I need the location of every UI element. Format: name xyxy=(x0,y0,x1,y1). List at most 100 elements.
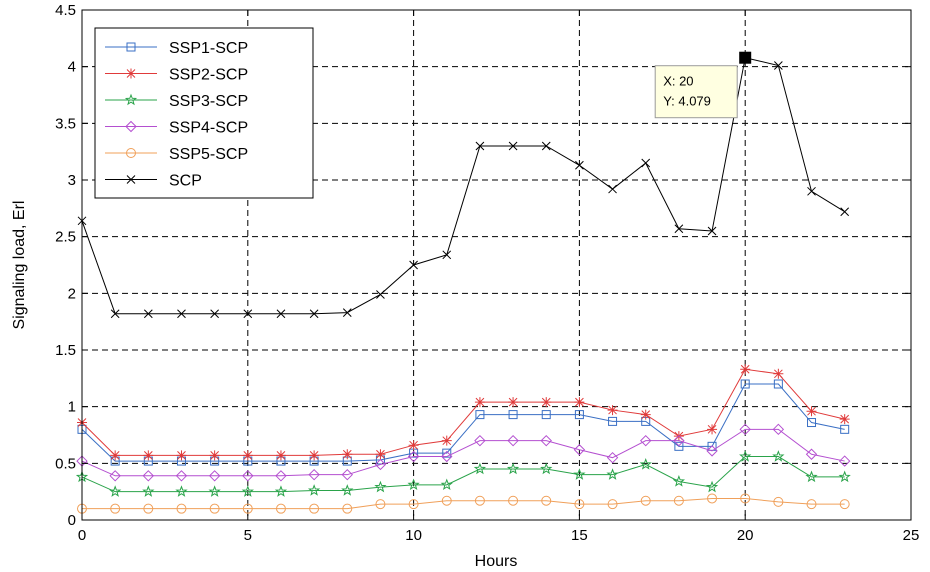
data-point-scp xyxy=(707,226,717,236)
y-tick-label: 3.5 xyxy=(55,115,76,132)
data-point-ssp4-scp xyxy=(706,445,718,457)
data-point-ssp4-scp xyxy=(208,470,221,482)
data-point-ssp3-scp xyxy=(341,484,354,496)
data-point-ssp3-scp xyxy=(374,480,387,493)
legend-label-scp: SCP xyxy=(169,173,202,190)
data-point-ssp3-scp xyxy=(407,478,420,491)
data-point-ssp2-scp xyxy=(806,406,817,417)
data-point-ssp3-scp xyxy=(175,485,188,497)
x-tick-label: 5 xyxy=(244,527,252,544)
data-point-ssp2-scp xyxy=(242,450,253,461)
series-scp xyxy=(77,53,850,319)
data-point-ssp5-scp xyxy=(242,503,253,514)
data-point-ssp3-scp xyxy=(838,470,851,483)
data-point-scp xyxy=(309,309,319,319)
data-point-ssp5-scp xyxy=(740,493,751,504)
data-point-ssp4-scp xyxy=(109,470,121,482)
data-point-ssp5-scp xyxy=(309,503,320,514)
data-point-ssp4-scp xyxy=(441,450,453,463)
x-axis-title: Hours xyxy=(475,553,518,570)
legend-item-ssp2-scp: SSP2-SCP xyxy=(105,67,248,84)
series-line-ssp2-scp xyxy=(81,368,845,456)
data-point-ssp4-scp xyxy=(805,448,818,460)
legend: SSP1-SCP SSP2-SCP SSP3-SCP SSP4-SCP SSP5-SCP… xyxy=(94,27,314,199)
legend-marker-scp xyxy=(126,175,136,184)
data-point-scp xyxy=(376,290,385,299)
y-axis-title: Signaling load, Erl xyxy=(11,201,28,330)
data-point-scp xyxy=(774,61,783,70)
series-line-ssp5-scp xyxy=(82,497,845,510)
data-point-ssp4-scp xyxy=(275,470,287,482)
data-point-scp xyxy=(110,309,120,319)
data-point-scp xyxy=(840,207,850,217)
data-point-ssp3-scp xyxy=(440,478,453,491)
data-point-ssp4-scp xyxy=(341,468,353,481)
legend-marker-ssp2-scp xyxy=(126,68,136,79)
series-line-ssp3-scp xyxy=(81,456,845,493)
legend-marker-ssp1-scp xyxy=(126,42,136,52)
data-point-ssp5-scp xyxy=(541,495,552,506)
data-point-scp xyxy=(475,141,485,151)
data-point-ssp2-scp xyxy=(607,405,618,416)
data-point-ssp4-scp xyxy=(175,470,188,482)
data-point-ssp5-scp xyxy=(640,495,651,506)
x-tick-label: 15 xyxy=(571,527,588,544)
data-point-ssp2-scp xyxy=(773,368,784,379)
data-point-ssp2-scp xyxy=(176,450,187,461)
data-point-ssp3-scp xyxy=(506,462,520,475)
data-point-ssp3-scp xyxy=(241,485,254,497)
data-point-scp xyxy=(409,260,418,270)
data-point-ssp2-scp xyxy=(574,397,585,408)
data-point-ssp4-scp xyxy=(838,455,851,467)
data-point-ssp5-scp xyxy=(408,499,419,510)
data-point-ssp2-scp xyxy=(342,449,353,460)
data-point-ssp1-scp xyxy=(574,410,584,420)
data-point-ssp5-scp xyxy=(209,503,220,514)
data-point-ssp4-scp xyxy=(474,434,486,447)
data-point-ssp5-scp xyxy=(574,499,585,510)
legend-item-ssp3-scp: SSP3-SCP xyxy=(105,93,248,110)
data-point-ssp2-scp xyxy=(275,450,286,461)
data-point-ssp2-scp xyxy=(839,414,850,425)
y-tick-label: 0.5 xyxy=(55,455,76,472)
data-point-ssp5-scp xyxy=(441,495,452,506)
legend-item-ssp5-scp: SSP5-SCP xyxy=(105,146,248,163)
data-point-ssp4-scp xyxy=(142,470,155,482)
data-point-ssp4-scp xyxy=(407,450,420,463)
data-point-ssp2-scp xyxy=(707,424,718,435)
data-point-ssp5-scp xyxy=(176,503,187,514)
data-point-ssp2-scp xyxy=(441,435,452,446)
data-point-ssp2-scp xyxy=(541,397,552,408)
data-point-ssp4-scp xyxy=(242,470,254,482)
data-point-ssp2-scp xyxy=(309,450,320,461)
data-point-ssp2-scp xyxy=(143,450,154,461)
data-point-ssp2-scp xyxy=(740,364,751,375)
data-point-ssp4-scp xyxy=(606,451,619,464)
legend-marker-ssp3-scp xyxy=(124,93,138,106)
data-point-ssp3-scp xyxy=(142,485,155,497)
legend-item-ssp1-scp: SSP1-SCP xyxy=(105,40,248,57)
series-ssp3-scp xyxy=(75,450,851,497)
series-layer xyxy=(75,53,851,514)
data-point-scp xyxy=(641,158,651,168)
data-point-ssp5-scp xyxy=(508,495,519,506)
legend-box xyxy=(94,27,314,199)
data-point-ssp4-scp xyxy=(739,423,751,436)
data-point-ssp1-scp xyxy=(541,410,551,420)
data-point-scp xyxy=(177,309,186,319)
data-point-ssp5-scp xyxy=(839,499,850,510)
data-point-scp xyxy=(674,224,684,234)
data-tip-x: X: 20 xyxy=(663,74,693,89)
data-point-ssp5-scp xyxy=(375,499,386,510)
data-point-ssp3-scp xyxy=(473,462,487,475)
legend-item-ssp4-scp: SSP4-SCP xyxy=(105,120,248,137)
data-point-ssp3-scp xyxy=(606,468,619,480)
data-point-ssp3-scp xyxy=(772,450,785,462)
y-tick-label: 2 xyxy=(68,285,76,302)
data-point-ssp3-scp xyxy=(573,468,586,480)
data-tip: X: 20 Y: 4.079 xyxy=(654,51,752,119)
legend-label-ssp2-scp: SSP2-SCP xyxy=(169,67,248,84)
legend-label-ssp3-scp: SSP3-SCP xyxy=(169,93,248,110)
data-point-ssp3-scp xyxy=(540,462,553,475)
